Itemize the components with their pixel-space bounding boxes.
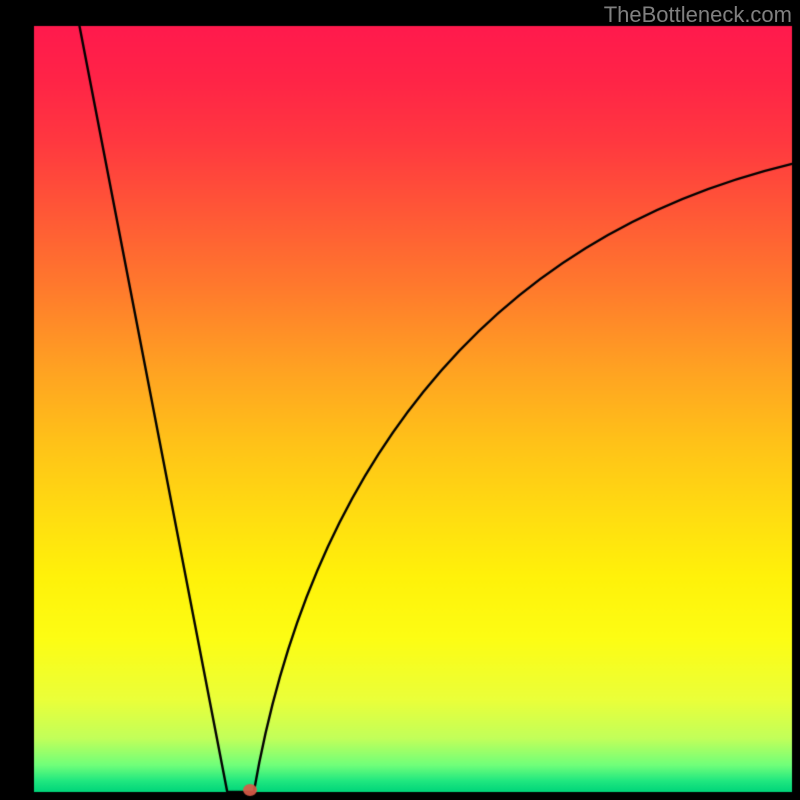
chart-stage: TheBottleneck.com <box>0 0 800 800</box>
bottleneck-curve <box>0 0 800 800</box>
